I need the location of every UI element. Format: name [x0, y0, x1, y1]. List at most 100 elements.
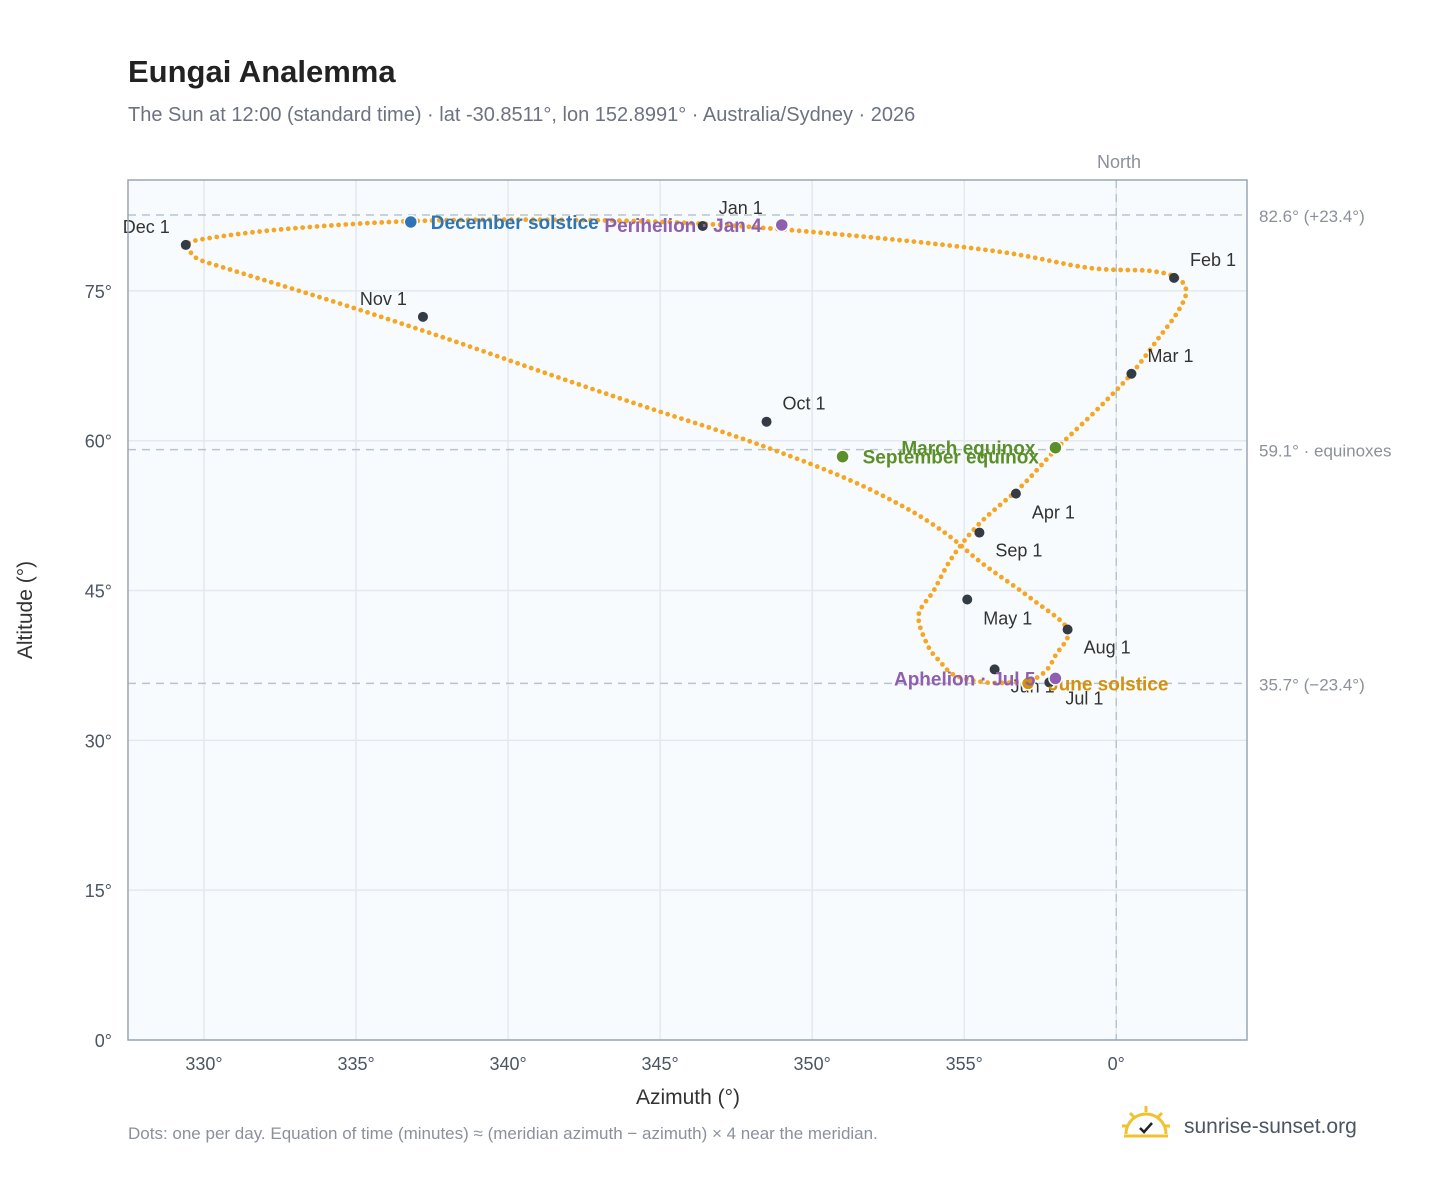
daily-dot	[631, 400, 636, 406]
daily-dot	[1006, 680, 1012, 685]
daily-dot	[990, 248, 995, 254]
month-marker	[1010, 488, 1021, 499]
daily-dot	[467, 344, 473, 350]
event-markers: December solstice Perihelion · Jan 4 March…	[403, 213, 1168, 695]
daily-dot	[916, 611, 922, 617]
daily-dot	[379, 220, 385, 225]
daily-dot	[537, 217, 543, 223]
daily-dot	[739, 223, 745, 229]
daily-dot	[289, 286, 295, 292]
daily-dot	[660, 219, 665, 225]
daily-dot	[275, 281, 281, 287]
daily-dot	[917, 625, 923, 631]
daily-dot	[1034, 675, 1040, 680]
daily-dot	[317, 294, 322, 300]
daily-dot	[1110, 391, 1116, 397]
daily-dot	[874, 490, 879, 496]
daily-dot	[968, 245, 974, 251]
daily-dot	[214, 234, 220, 240]
daily-dot	[938, 574, 944, 580]
daily-dot	[706, 425, 712, 430]
daily-dot	[1003, 497, 1008, 503]
event-marker	[1020, 676, 1036, 691]
daily-dot	[1139, 358, 1144, 364]
daily-dot	[508, 217, 514, 223]
x-tick-label: 330°	[185, 1054, 222, 1074]
daily-dot	[1164, 324, 1170, 330]
daily-dot	[940, 242, 945, 248]
x-tick-label: 0°	[1108, 1054, 1125, 1074]
daily-dot	[726, 431, 732, 437]
daily-dot	[580, 217, 586, 223]
daily-dot	[365, 310, 370, 315]
daily-dot	[227, 267, 233, 272]
daily-dot	[936, 526, 942, 531]
daily-dot	[413, 325, 418, 331]
month-marker	[989, 664, 1000, 675]
daily-dot	[474, 346, 480, 352]
daily-dot	[1068, 262, 1073, 268]
daily-dot	[261, 277, 267, 283]
daily-dot	[515, 360, 520, 366]
daily-dot	[832, 231, 838, 237]
reference-lines: 82.6° (+23.4°) 59.1° · equinoxes 35.7° (−2…	[128, 180, 1392, 1040]
daily-dot	[372, 220, 377, 226]
daily-dot	[760, 443, 766, 449]
month-marker-label: Feb 1	[1190, 250, 1236, 270]
daily-dot	[868, 234, 874, 240]
daily-dot	[544, 217, 550, 223]
daily-dot	[998, 574, 1004, 580]
daily-dot	[928, 593, 933, 598]
daily-dot	[760, 225, 766, 231]
daily-dot	[257, 229, 263, 234]
daily-dot	[801, 458, 807, 464]
daily-dot	[978, 679, 983, 685]
daily-dot	[1043, 457, 1049, 463]
daily-dot	[814, 464, 820, 469]
daily-dot	[672, 413, 677, 419]
daily-dot	[889, 237, 895, 242]
daily-dot	[1143, 353, 1149, 359]
daily-dot	[1025, 254, 1031, 259]
daily-dot	[1111, 267, 1116, 273]
daily-dot	[846, 232, 852, 238]
daily-dot	[460, 341, 466, 347]
daily-dot	[1010, 583, 1016, 588]
daily-dot	[303, 290, 309, 296]
daily-dot	[336, 222, 341, 228]
daily-dot	[472, 217, 478, 223]
daily-dot	[740, 436, 746, 442]
daily-dot	[480, 217, 485, 223]
event-label: Perihelion · Jan 4	[604, 216, 762, 237]
month-marker-label: Dec 1	[123, 217, 170, 237]
daily-dot	[501, 356, 507, 361]
reference-line-label: 82.6° (+23.4°)	[1259, 207, 1365, 226]
daily-dot	[1089, 265, 1095, 271]
daily-dot	[1004, 578, 1010, 584]
daily-dot	[981, 516, 987, 522]
daily-dot	[296, 288, 302, 294]
month-marker-label: Sep 1	[995, 541, 1042, 561]
y-tick-label: 45°	[85, 582, 112, 602]
daily-dot	[624, 398, 630, 403]
daily-dot	[453, 339, 459, 345]
daily-dot	[637, 402, 643, 408]
daily-dot	[1147, 347, 1153, 353]
daily-dot	[904, 238, 910, 244]
daily-dot	[834, 472, 840, 478]
brand[interactable]: sunrise-sunset.org	[1120, 1104, 1357, 1149]
x-tick-label: 340°	[489, 1054, 526, 1074]
daily-dot	[867, 487, 873, 492]
daily-dot	[458, 217, 464, 223]
daily-dot	[213, 262, 219, 268]
daily-dot	[1079, 421, 1085, 427]
reference-line-label: 59.1° · equinoxes	[1259, 442, 1392, 461]
daily-dot	[953, 549, 959, 555]
daily-dot	[1018, 252, 1024, 258]
daily-dot	[386, 219, 392, 225]
daily-dot	[681, 220, 687, 226]
daily-dot	[935, 656, 940, 662]
daily-dot	[1177, 306, 1182, 312]
